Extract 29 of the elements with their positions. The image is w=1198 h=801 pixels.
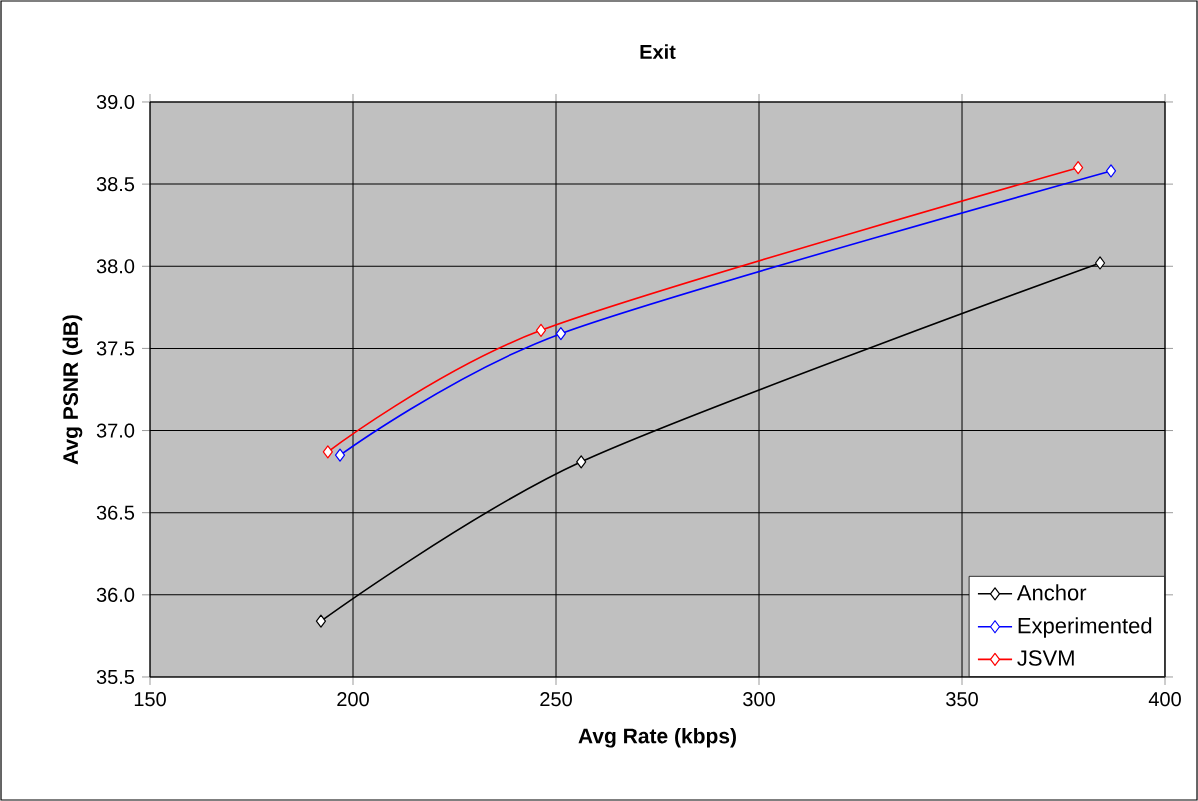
point — [1094, 256, 1106, 270]
y-tick-label: 38.5 — [96, 177, 135, 192]
x-tick-label: 250 — [540, 692, 572, 707]
x-tick-label: 350 — [946, 692, 978, 707]
y-tick-label: 36.0 — [96, 587, 135, 602]
legend-label: Anchor — [1016, 584, 1087, 601]
y-tick-label: 36.5 — [96, 505, 135, 520]
chart-title: Exit — [640, 44, 676, 59]
y-tick-label: 39.0 — [96, 94, 135, 110]
y-tick-label: 37.0 — [96, 423, 135, 438]
x-tick-label: 300 — [743, 692, 775, 707]
point — [535, 323, 547, 337]
y-tick-label: 38.0 — [96, 259, 135, 274]
point — [1073, 161, 1084, 175]
point — [315, 614, 327, 628]
point — [334, 448, 346, 462]
x-tick-label: 200 — [337, 692, 369, 707]
x-axis-title: Avg Rate (kbps) — [578, 727, 736, 748]
y-tick-label: 35.5 — [96, 669, 135, 685]
legend-label: Experimented — [1018, 617, 1152, 638]
legend-label: JSVM — [1017, 650, 1074, 666]
y-axis-title: Avg PSNR (dB) — [62, 315, 83, 465]
point — [576, 455, 587, 469]
point — [322, 445, 333, 459]
x-tick-label: 400 — [1148, 692, 1181, 707]
y-tick-label: 37.5 — [96, 341, 135, 356]
x-tick-label: 150 — [134, 692, 166, 707]
point — [1105, 164, 1117, 178]
point — [555, 327, 566, 341]
